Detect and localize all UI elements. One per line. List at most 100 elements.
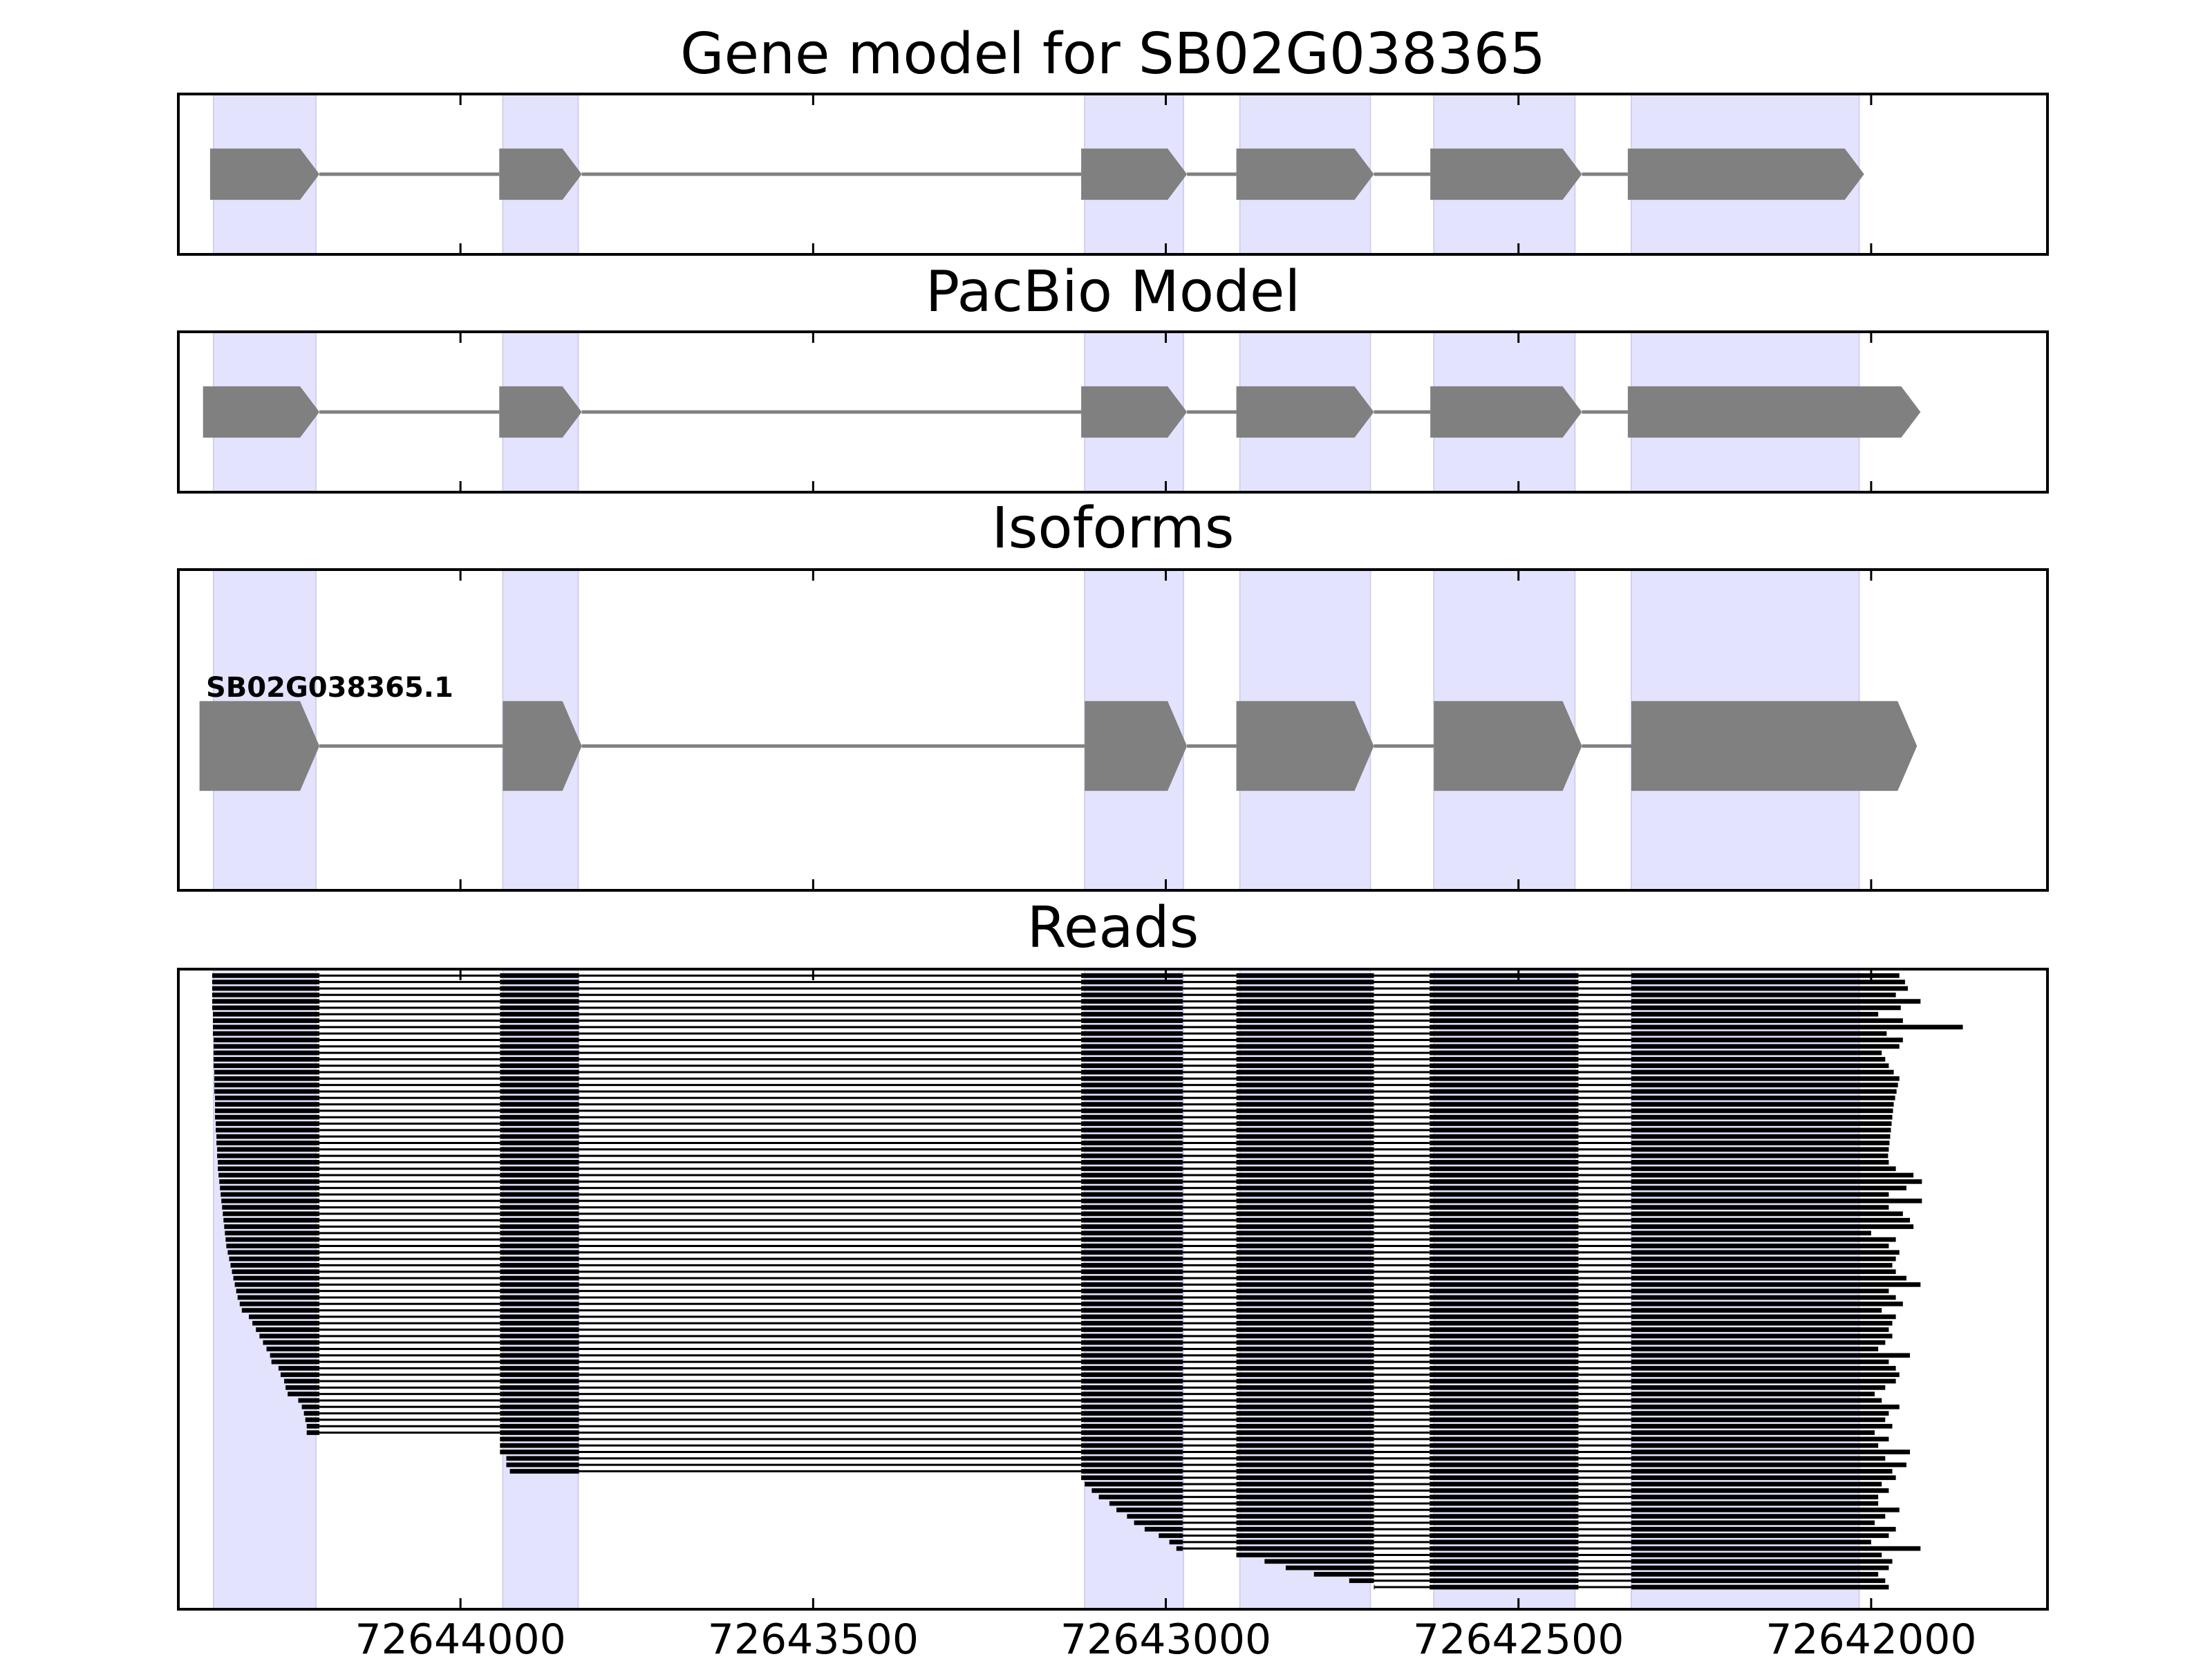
read-exon	[1631, 1050, 1882, 1056]
read-exon	[500, 1082, 579, 1088]
read-exon	[500, 1038, 579, 1042]
read-exon	[1081, 1134, 1183, 1139]
read-exon	[212, 1005, 320, 1011]
read-exon	[1081, 1185, 1183, 1191]
read-exon	[506, 1456, 579, 1461]
gene-model-panel: Gene model for SB02G038365	[177, 21, 2049, 256]
read-exon	[1631, 1089, 1897, 1094]
read-exon	[1081, 1391, 1183, 1397]
read-exon	[1430, 1314, 1579, 1320]
read-exon	[1236, 1153, 1374, 1159]
read-exon	[500, 1166, 579, 1172]
read-exon	[500, 1327, 579, 1332]
exon-shape	[1627, 148, 1864, 200]
read-exon	[1081, 1147, 1183, 1152]
read-exon	[1631, 1366, 1896, 1371]
read-exon	[1430, 1481, 1579, 1487]
read-exon	[1430, 1578, 1579, 1584]
read-exon	[1236, 1347, 1374, 1351]
read-exon	[1430, 1526, 1579, 1532]
exon-shape	[1627, 386, 1921, 438]
read-exon	[1631, 1082, 1898, 1088]
read-exon	[1430, 1038, 1579, 1042]
read-exon	[1631, 1417, 1886, 1423]
read-exon	[1176, 1546, 1183, 1551]
read-exon	[1430, 1288, 1579, 1294]
read-exon	[1081, 1359, 1183, 1365]
read-exon	[1081, 1269, 1183, 1275]
read-exon	[1236, 1295, 1374, 1300]
read-exon	[500, 1256, 579, 1262]
read-exon	[1236, 1520, 1374, 1526]
read-exon	[1236, 986, 1374, 991]
read-exon	[1631, 1559, 1893, 1564]
read-exon	[1430, 1256, 1579, 1262]
read-exon	[1081, 1443, 1183, 1448]
read-exon	[1081, 1295, 1183, 1300]
pacbio-model-panel: PacBio Model	[177, 259, 2049, 494]
read-exon	[1081, 1179, 1183, 1184]
read-exon	[1430, 1224, 1579, 1229]
read-exon	[1236, 1353, 1374, 1358]
read-exon	[1236, 1378, 1374, 1384]
read-exon	[1631, 1411, 1889, 1416]
read-exon	[1430, 1584, 1579, 1590]
read-exon	[1236, 973, 1374, 978]
read-exon	[1631, 1102, 1894, 1107]
read-exon	[1430, 1391, 1579, 1397]
read-exon	[1081, 1372, 1183, 1378]
read-exon	[1081, 1411, 1183, 1416]
exon-shape	[199, 701, 320, 791]
read-exon	[500, 1288, 579, 1294]
read-exon	[305, 1417, 320, 1423]
read-exon	[1236, 1314, 1374, 1320]
read-exon	[1430, 1108, 1579, 1114]
read-exon	[1430, 1185, 1579, 1191]
read-exon	[1631, 1520, 1875, 1526]
read-exon	[1081, 1141, 1183, 1145]
read-exon	[1631, 1301, 1903, 1306]
read-exon	[1081, 1430, 1183, 1435]
read-exon	[1631, 992, 1896, 997]
read-exon	[229, 1256, 320, 1262]
read-exon	[1430, 1127, 1579, 1133]
read-exon	[1631, 1024, 1963, 1030]
read-exon	[1631, 1565, 1889, 1571]
read-exon	[1430, 1069, 1579, 1075]
read-exon	[1631, 1391, 1875, 1397]
read-exon	[1631, 1469, 1893, 1474]
read-exon	[1430, 1192, 1579, 1197]
read-exon	[1631, 1018, 1903, 1023]
read-exon	[1631, 1108, 1893, 1114]
read-exon	[1081, 1114, 1183, 1120]
read-exon	[1631, 1282, 1921, 1287]
read-exon	[1430, 1244, 1579, 1248]
read-exon	[500, 1411, 579, 1416]
read-exon	[1109, 1501, 1183, 1506]
read-exon	[1631, 1244, 1889, 1248]
read-exon	[1631, 1179, 1922, 1184]
exon-shape	[1081, 386, 1188, 438]
exon-shape	[1236, 701, 1374, 791]
read-exon	[218, 1160, 320, 1165]
read-exon	[1081, 1050, 1183, 1056]
read-exon	[220, 1185, 320, 1191]
read-exon	[1236, 1366, 1374, 1371]
read-exon	[1430, 1250, 1579, 1255]
read-exon	[1430, 1102, 1579, 1107]
read-exon	[500, 1044, 579, 1049]
read-exon	[301, 1404, 320, 1409]
read-exon	[1430, 1141, 1579, 1145]
read-exon	[1081, 1044, 1183, 1049]
read-exon	[1236, 1327, 1374, 1332]
read-exon	[1081, 1314, 1183, 1320]
read-exon	[1631, 1192, 1889, 1197]
read-exon	[1430, 1308, 1579, 1313]
read-exon	[1116, 1507, 1183, 1512]
read-exon	[1081, 1063, 1183, 1069]
read-exon	[1236, 1450, 1374, 1454]
read-exon	[500, 999, 579, 1004]
read-exon	[1430, 1275, 1579, 1281]
read-exon	[500, 1320, 579, 1326]
read-exon	[230, 1263, 320, 1268]
